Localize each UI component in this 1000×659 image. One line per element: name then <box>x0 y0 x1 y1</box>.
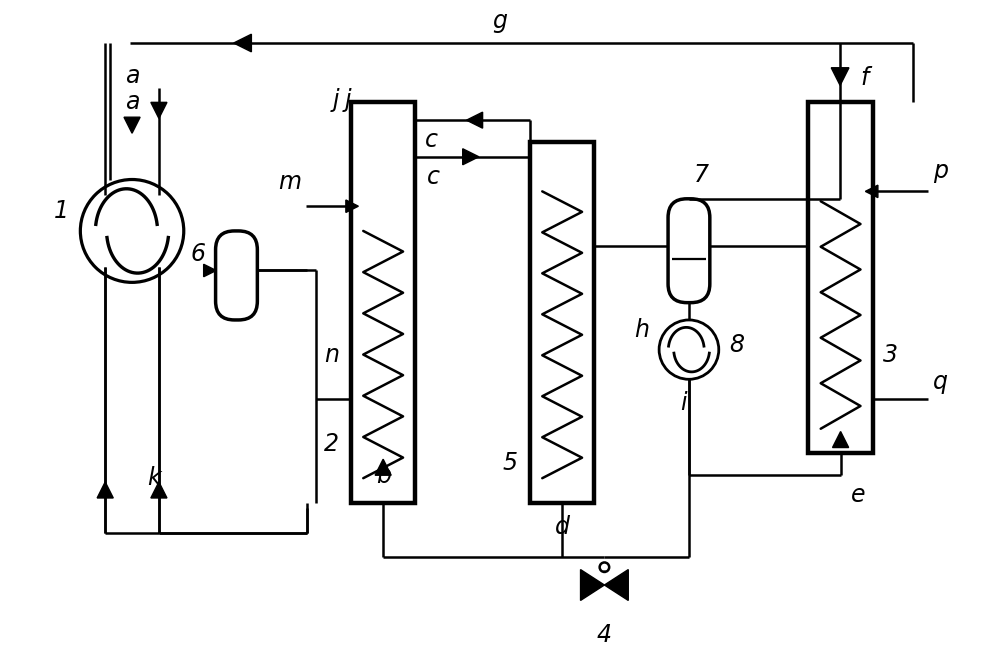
Polygon shape <box>151 482 167 498</box>
Text: b: b <box>376 464 391 488</box>
Text: d: d <box>555 515 570 539</box>
Text: c: c <box>427 165 440 188</box>
Polygon shape <box>581 569 604 600</box>
Bar <box>808 102 873 453</box>
Polygon shape <box>234 34 251 52</box>
Text: n: n <box>324 343 339 366</box>
Text: a: a <box>125 63 139 88</box>
Text: a: a <box>125 90 139 115</box>
Polygon shape <box>97 482 113 498</box>
Polygon shape <box>204 264 216 277</box>
Text: 8: 8 <box>729 333 744 357</box>
Text: 6: 6 <box>191 242 206 266</box>
Polygon shape <box>151 102 167 119</box>
Text: p: p <box>933 159 948 183</box>
Text: c: c <box>425 128 438 152</box>
Text: 3: 3 <box>883 343 898 366</box>
Bar <box>530 142 594 503</box>
Text: m: m <box>278 170 301 194</box>
Polygon shape <box>831 68 849 86</box>
Text: 7: 7 <box>694 163 709 187</box>
Bar <box>351 102 415 503</box>
Text: 1: 1 <box>53 199 68 223</box>
Polygon shape <box>466 112 483 129</box>
Text: f: f <box>860 66 868 90</box>
Text: e: e <box>851 483 865 507</box>
Text: k: k <box>147 466 161 490</box>
Polygon shape <box>463 149 479 165</box>
Text: 4: 4 <box>597 623 612 646</box>
Text: g: g <box>493 9 508 33</box>
Polygon shape <box>375 459 391 475</box>
Polygon shape <box>124 117 140 133</box>
Text: 2: 2 <box>324 432 339 455</box>
Text: 5: 5 <box>503 451 518 475</box>
Text: q: q <box>933 370 948 394</box>
Text: j: j <box>344 88 351 112</box>
Text: h: h <box>634 318 649 342</box>
Polygon shape <box>865 185 878 198</box>
Polygon shape <box>833 432 849 447</box>
Text: i: i <box>681 391 687 415</box>
Polygon shape <box>346 200 358 212</box>
Polygon shape <box>604 569 628 600</box>
Text: j: j <box>332 88 339 112</box>
